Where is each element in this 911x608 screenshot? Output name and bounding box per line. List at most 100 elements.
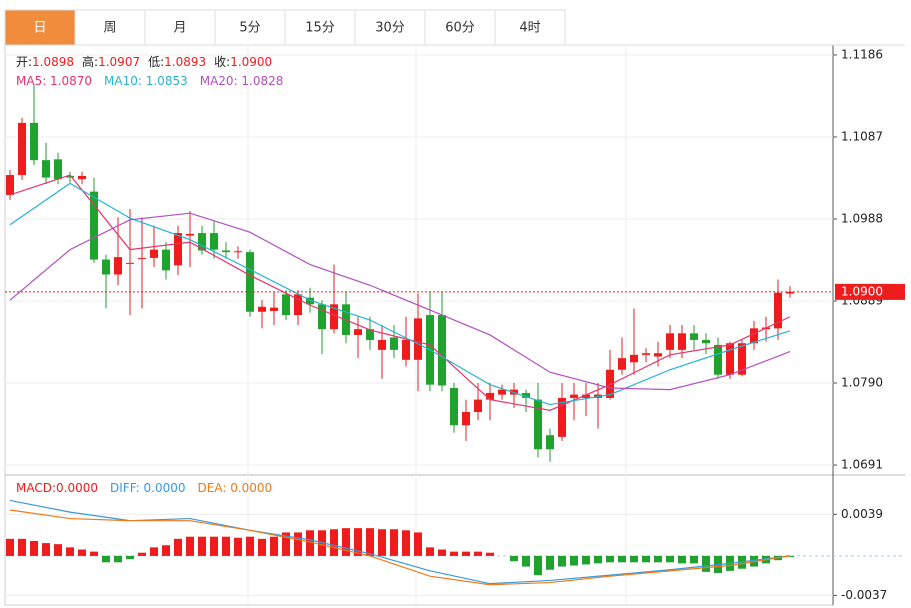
- candle-body: [90, 191, 98, 260]
- candle-body: [402, 339, 410, 360]
- macd-bar: [510, 555, 518, 562]
- y-tick-label: 1.0790: [841, 376, 883, 390]
- macd-bar: [342, 528, 350, 556]
- candle-body: [702, 339, 710, 344]
- macd-bar: [474, 551, 482, 556]
- candle-body: [546, 435, 554, 450]
- macd-bar: [306, 530, 314, 556]
- macd-bar: [246, 536, 254, 556]
- candle-body: [738, 343, 746, 375]
- candle-body: [6, 175, 14, 195]
- candle-body: [210, 233, 218, 250]
- candle-body: [114, 257, 122, 275]
- legend-entry: MA10: 1.0853: [104, 74, 188, 88]
- candle-body: [282, 294, 290, 316]
- candle-body: [498, 389, 506, 395]
- legend-entry: MA5: 1.0870: [16, 74, 92, 88]
- ma-line: [9, 174, 791, 411]
- tab[interactable]: 60分: [424, 9, 496, 46]
- macd-bar: [138, 552, 146, 556]
- legend: MA5: 1.0870 MA10: 1.0853 MA20: 1.0828: [16, 74, 283, 88]
- candle-body: [150, 249, 158, 258]
- macd-bar: [378, 529, 386, 556]
- candle-body: [222, 250, 230, 253]
- candle-body: [42, 160, 50, 178]
- macd-bar: [522, 555, 530, 567]
- info-label: 高:: [82, 54, 98, 69]
- tab[interactable]: 日: [4, 9, 76, 46]
- ma-line: [9, 509, 791, 586]
- candle-body: [786, 291, 794, 294]
- macd-bar: [606, 555, 614, 563]
- tab[interactable]: 周: [74, 9, 146, 46]
- candle-body: [690, 333, 698, 340]
- tab-label: 60分: [445, 21, 475, 36]
- candle-body: [714, 344, 722, 375]
- tab-label: 5分: [239, 21, 260, 36]
- candle-body: [306, 297, 314, 305]
- candle-body: [186, 233, 194, 236]
- tab[interactable]: 月: [144, 9, 216, 46]
- info-value: 1.0893: [164, 55, 206, 69]
- candle-body: [366, 329, 374, 340]
- candle-body: [630, 354, 638, 363]
- candle-body: [378, 339, 386, 350]
- macd-bar: [666, 555, 674, 563]
- macd-bar: [426, 547, 434, 556]
- candle-body: [534, 399, 542, 450]
- legend-entry: MA20: 1.0828: [200, 74, 284, 88]
- candle-body: [354, 329, 362, 335]
- ma-line: [9, 212, 791, 391]
- macd-bar: [186, 536, 194, 556]
- candle-body: [678, 333, 686, 350]
- tab-box: [4, 9, 76, 46]
- macd-bar: [546, 555, 554, 570]
- macd-bar: [402, 530, 410, 556]
- candle-body: [78, 175, 86, 180]
- tab-label: 4时: [519, 21, 540, 36]
- candle-body: [270, 307, 278, 311]
- candle-body: [330, 304, 338, 330]
- tab[interactable]: 5分: [214, 9, 286, 46]
- macd-bar: [66, 547, 74, 556]
- tab[interactable]: 15分: [284, 9, 356, 46]
- macd-bar: [198, 536, 206, 556]
- legend-entry: DEA: 0.0000: [198, 481, 273, 495]
- macd-bar: [450, 551, 458, 556]
- tab-box: [494, 9, 566, 46]
- y-tick-label: -0.0037: [841, 588, 887, 602]
- macd-bar: [618, 555, 626, 563]
- last-price-box: [835, 283, 905, 300]
- candle-body: [294, 294, 302, 316]
- tab-label: 周: [103, 21, 116, 36]
- macd-bar: [354, 528, 362, 556]
- candle-body: [570, 394, 578, 398]
- tab-box: [354, 9, 426, 46]
- candle-body: [438, 315, 446, 386]
- macd-bar: [654, 555, 662, 563]
- tab[interactable]: 4时: [494, 9, 566, 46]
- macd-bar: [678, 555, 686, 564]
- macd-bar: [42, 543, 50, 556]
- candle-body: [618, 358, 626, 370]
- macd-bar: [270, 536, 278, 556]
- candle-body: [30, 122, 38, 161]
- macd-bar: [330, 529, 338, 556]
- tab[interactable]: 30分: [354, 9, 426, 46]
- y-tick-label: 1.1186: [841, 47, 883, 61]
- y-tick-label: 1.1087: [841, 129, 883, 143]
- macd-bar: [642, 555, 650, 563]
- macd-bar: [570, 555, 578, 566]
- candle-body: [414, 318, 422, 360]
- candle-body: [18, 122, 26, 176]
- macd-bar: [174, 538, 182, 556]
- candle-body: [198, 233, 206, 251]
- candle-body: [390, 337, 398, 350]
- macd-bar: [126, 555, 134, 560]
- macd-bar: [114, 555, 122, 563]
- macd-bar: [594, 555, 602, 564]
- macd-bar: [234, 537, 242, 556]
- macd-bar: [690, 555, 698, 564]
- candle-body: [606, 369, 614, 398]
